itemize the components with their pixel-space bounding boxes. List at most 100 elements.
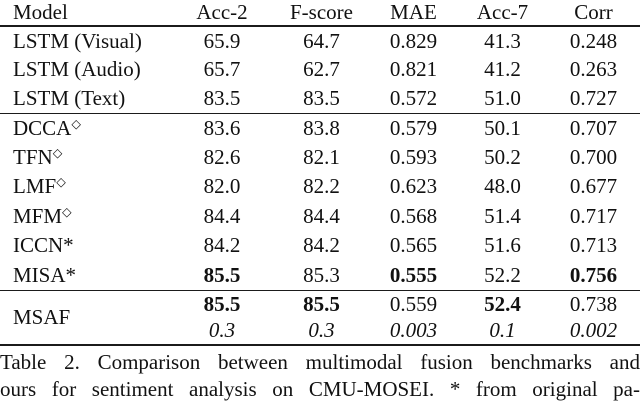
table-row: LSTM (Visual) 65.9 64.7 0.829 41.3 0.248 xyxy=(0,26,640,55)
column-header-acc2: Acc-2 xyxy=(196,0,248,24)
metric-cell: 85.3 xyxy=(303,262,340,287)
table-caption: Table 2. Comparison between multimodal f… xyxy=(0,349,640,403)
metric-cell: 0.713 xyxy=(569,233,618,258)
metric-cell: 41.3 xyxy=(484,28,521,53)
diamond-marker: ◇ xyxy=(62,204,72,219)
metric-cell: 84.4 xyxy=(203,203,241,228)
metric-cell: 85.5 xyxy=(203,291,241,316)
diamond-marker: ◇ xyxy=(56,175,66,190)
metric-cell: 0.579 xyxy=(389,115,438,140)
metric-cell: 83.6 xyxy=(203,115,241,140)
metric-cell: 0.593 xyxy=(389,144,438,169)
model-name: TFN xyxy=(13,144,53,169)
metric-cell: 0.829 xyxy=(389,28,438,53)
metric-cell: 0.677 xyxy=(569,174,618,199)
table-row: TFN◇ 82.6 82.1 0.593 50.2 0.700 xyxy=(0,143,640,173)
column-header-model: Model xyxy=(13,0,68,24)
column-header-corr: Corr xyxy=(574,0,613,24)
metric-cell: 0.821 xyxy=(389,57,438,81)
metric-cell: 0.700 xyxy=(569,144,618,169)
group-msaf-ours: MSAF 85.5 85.5 0.559 52.4 0.738 0.3 0.3 … xyxy=(0,290,640,345)
column-header-mae: MAE xyxy=(390,0,437,24)
table-row: MFM◇ 84.4 84.4 0.568 51.4 0.717 xyxy=(0,202,640,232)
metric-cell: 0.738 xyxy=(569,291,618,316)
model-name: DCCA xyxy=(13,115,72,140)
metric-cell: 0.707 xyxy=(569,115,618,140)
column-header-fscore: F-score xyxy=(290,0,353,24)
metric-cell: 52.4 xyxy=(484,291,521,316)
metric-cell: 65.7 xyxy=(203,57,241,81)
model-cell: LSTM (Audio) xyxy=(13,57,141,81)
metric-cell: 0.572 xyxy=(389,85,438,110)
metric-cell: 52.2 xyxy=(484,262,521,287)
metric-cell: 0.756 xyxy=(569,262,618,287)
metric-cell: 0.559 xyxy=(389,291,438,316)
metric-cell: 83.5 xyxy=(303,85,340,110)
metric-cell: 83.5 xyxy=(203,85,241,110)
group-fusion-benchmarks: DCCA◇ 83.6 83.8 0.579 50.1 0.707 TFN◇ 82… xyxy=(0,113,640,290)
metric-cell: 0.568 xyxy=(389,203,438,228)
metric-cell: 84.2 xyxy=(303,233,340,258)
msaf-main-row: MSAF 85.5 85.5 0.559 52.4 0.738 xyxy=(0,290,640,329)
metric-cell: 48.0 xyxy=(484,174,521,199)
metric-cell: 82.6 xyxy=(203,144,241,169)
metric-cell: 51.0 xyxy=(484,85,521,110)
std-cell: 0.003 xyxy=(389,318,438,343)
std-cell: 0.3 xyxy=(308,318,335,343)
metric-cell: 82.0 xyxy=(203,174,241,199)
metric-cell: 62.7 xyxy=(303,57,340,81)
metric-cell: 84.4 xyxy=(303,203,340,228)
metric-cell: 50.1 xyxy=(484,115,521,140)
table-row: ICCN* 84.2 84.2 0.565 51.6 0.713 xyxy=(0,231,640,261)
model-cell: TFN◇ xyxy=(0,143,170,173)
metric-cell: 84.2 xyxy=(203,233,241,258)
metric-cell: 41.2 xyxy=(484,57,521,81)
table-row: LSTM (Text) 83.5 83.5 0.572 51.0 0.727 xyxy=(0,84,640,113)
metric-cell: 0.565 xyxy=(389,233,438,258)
caption-line-2: ours for sentiment analysis on CMU-MOSEI… xyxy=(0,377,640,401)
metric-cell: 83.8 xyxy=(303,115,340,140)
model-cell: LMF◇ xyxy=(0,172,170,202)
model-name: MFM xyxy=(13,203,63,228)
results-table: Model Acc-2 F-score MAE Acc-7 Corr LSTM … xyxy=(0,0,640,345)
metric-cell: 85.5 xyxy=(303,291,340,316)
table-row: LMF◇ 82.0 82.2 0.623 48.0 0.677 xyxy=(0,172,640,202)
model-cell: DCCA◇ xyxy=(0,113,170,143)
header-row: Model Acc-2 F-score MAE Acc-7 Corr xyxy=(0,0,640,26)
metric-cell: 0.623 xyxy=(389,174,438,199)
metric-cell: 64.7 xyxy=(303,28,340,53)
metric-cell: 0.555 xyxy=(389,262,438,287)
metric-cell: 51.4 xyxy=(484,203,521,228)
diamond-marker: ◇ xyxy=(71,116,81,131)
table-header: Model Acc-2 F-score MAE Acc-7 Corr xyxy=(0,0,640,26)
std-cell: 0.1 xyxy=(489,318,516,343)
metric-cell: 50.2 xyxy=(484,144,521,169)
metric-cell: 0.263 xyxy=(569,57,618,81)
metric-cell: 51.6 xyxy=(484,233,521,258)
model-name: LMF xyxy=(13,174,57,199)
model-cell: LSTM (Text) xyxy=(13,85,126,110)
table-row: LSTM (Audio) 65.7 62.7 0.821 41.2 0.263 xyxy=(0,55,640,84)
metric-cell: 82.1 xyxy=(303,144,340,169)
metric-cell: 0.248 xyxy=(569,28,618,53)
diamond-marker: ◇ xyxy=(52,145,63,160)
table-row: MISA* 85.5 85.3 0.555 52.2 0.756 xyxy=(0,261,640,291)
std-cell: 0.002 xyxy=(569,318,618,343)
std-cell: 0.3 xyxy=(208,318,236,343)
model-cell: MISA* xyxy=(13,262,77,287)
model-cell: LSTM (Visual) xyxy=(13,28,142,53)
group-unimodal-lstm: LSTM (Visual) 65.9 64.7 0.829 41.3 0.248… xyxy=(0,26,640,113)
metric-cell: 0.717 xyxy=(569,203,618,228)
model-cell: MFM◇ xyxy=(0,202,170,232)
metric-cell: 85.5 xyxy=(203,262,241,287)
metric-cell: 65.9 xyxy=(203,28,241,53)
msaf-std-row: 0.3 0.3 0.003 0.1 0.002 xyxy=(0,318,640,346)
column-header-acc7: Acc-7 xyxy=(476,0,529,24)
model-cell: ICCN* xyxy=(13,233,74,258)
table-row: DCCA◇ 83.6 83.8 0.579 50.1 0.707 xyxy=(0,113,640,143)
caption-line-1: Table 2. Comparison between multimodal f… xyxy=(0,350,640,374)
metric-cell: 0.727 xyxy=(569,85,618,110)
metric-cell: 82.2 xyxy=(303,174,340,199)
model-cell: MSAF xyxy=(13,304,71,329)
